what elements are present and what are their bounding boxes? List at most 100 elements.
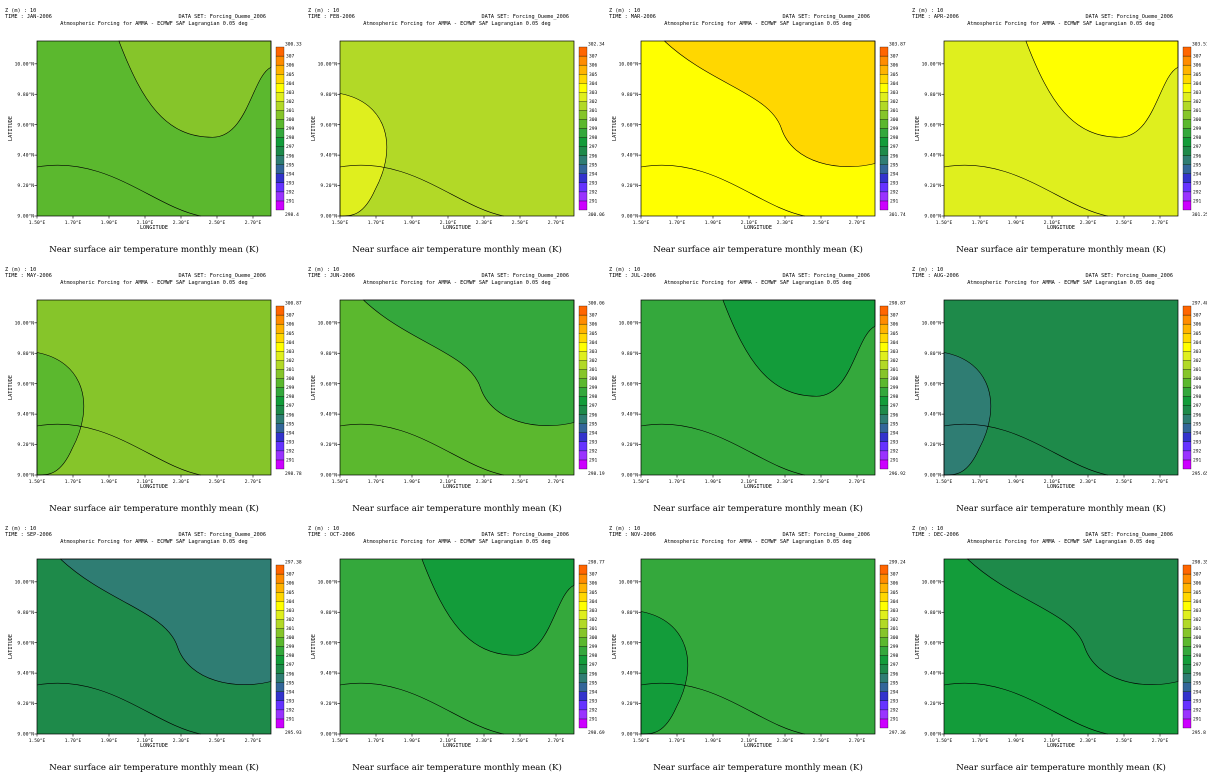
contour-line (339, 683, 504, 735)
time-label: TIME : JUL-2006 (609, 273, 656, 279)
colorbar-tick-label: 300 (286, 635, 295, 641)
x-tick-label: 2.30°E (777, 738, 794, 744)
x-tick-label: 1.90°E (705, 479, 722, 485)
colorbar-tick-label: 293 (1193, 180, 1202, 186)
y-tick-label: 9.40°N (320, 153, 337, 159)
colorbar-tick-label: 303 (286, 90, 295, 96)
colorbar-tick-label: 296 (1193, 153, 1202, 159)
y-axis-label: LATITUDE (311, 375, 317, 400)
forcing-label: Atmospheric Forcing for AMMA - ECMWF SAF… (363, 280, 550, 286)
temperature-map-panel: Z (m) : 10 TIME : JUL-2006 DATA SET: Forci… (608, 265, 908, 524)
plot-frame (36, 40, 272, 217)
colorbar-tick-label: 307 (890, 313, 899, 319)
x-axis-label: LONGITUDE (140, 743, 168, 749)
colorbar-tick-label: 292 (1193, 448, 1202, 454)
colorbar-tick-label: 303 (1193, 90, 1202, 96)
colorbar-tick-label: 304 (890, 81, 899, 87)
z-label: Z (m) : 10 (912, 526, 943, 532)
colorbar-tick-label: 300 (1193, 117, 1202, 123)
contour-region (118, 40, 272, 138)
x-tick-label: 2.70°E (548, 738, 565, 744)
x-tick-label: 2.70°E (548, 479, 565, 485)
max-value-label: 303.87 (889, 42, 906, 48)
x-tick-label: 1.90°E (1008, 738, 1025, 744)
colorbar-tick-label: 297 (589, 144, 598, 150)
x-axis-label: LONGITUDE (1047, 225, 1075, 231)
x-tick-label: 2.30°E (173, 220, 190, 226)
colorbar-segment (275, 369, 285, 379)
colorbar-segment (275, 637, 285, 647)
y-tick-label: 9.40°N (320, 671, 337, 677)
colorbar-segment (578, 137, 588, 147)
colorbar-segment (879, 323, 889, 334)
temperature-map-panel: Z (m) : 10 TIME : SEP-2006 DATA SET: Forci… (4, 524, 304, 783)
colorbar-tick-label: 294 (890, 171, 899, 177)
dataset-label: DATA SET: Forcing_Oueme_2006 (482, 532, 569, 538)
colorbar-segment (1182, 582, 1192, 593)
colorbar-tick-label: 294 (589, 430, 598, 436)
temperature-map-panel: Z (m) : 10 TIME : FEB-2006 DATA SET: Forci… (307, 6, 607, 265)
panel-caption: Near surface air temperature monthly mea… (352, 503, 562, 514)
colorbar-tick-label: 307 (589, 572, 598, 578)
colorbar-tick-label: 296 (286, 412, 295, 418)
colorbar-segment (578, 110, 588, 120)
y-axis-label: LATITUDE (8, 116, 14, 141)
colorbar-segment (1182, 709, 1192, 720)
colorbar-segment (275, 342, 285, 352)
colorbar-segment (275, 628, 285, 638)
colorbar-tick-label: 301 (890, 367, 899, 373)
colorbar-segment (1182, 137, 1192, 147)
colorbar-segment (1182, 351, 1192, 361)
y-tick-label: 9.60°N (621, 640, 638, 646)
y-tick-label: 9.00°N (320, 732, 337, 738)
x-tick-label: 1.90°E (705, 738, 722, 744)
dataset-label: DATA SET: Forcing_Oueme_2006 (179, 532, 266, 538)
x-axis-label: LONGITUDE (1047, 484, 1075, 490)
dataset-label: DATA SET: Forcing_Oueme_2006 (1086, 273, 1173, 279)
colorbar-segment (578, 191, 588, 202)
max-value-label: 298.87 (889, 301, 906, 307)
x-tick-label: 2.30°E (777, 220, 794, 226)
colorbar-tick-label: 291 (589, 199, 598, 205)
colorbar-tick-label: 306 (286, 63, 295, 69)
colorbar-segment (879, 564, 889, 575)
colorbar-tick-label: 297 (1193, 403, 1202, 409)
dataset-label: DATA SET: Forcing_Oueme_2006 (1086, 532, 1173, 538)
colorbar-tick-label: 291 (890, 717, 899, 723)
colorbar-tick-label: 291 (1193, 458, 1202, 464)
y-tick-label: 9.00°N (17, 732, 34, 738)
colorbar-segment (275, 387, 285, 397)
colorbar-tick-label: 297 (890, 144, 899, 150)
colorbar-segment (1182, 155, 1192, 165)
contour-line (36, 424, 201, 476)
colorbar-tick-label: 291 (589, 458, 598, 464)
z-label: Z (m) : 10 (912, 267, 943, 273)
plot-frame (943, 558, 1179, 735)
colorbar-tick-label: 294 (890, 430, 899, 436)
colorbar-segment (1182, 101, 1192, 111)
colorbar-segment (578, 619, 588, 629)
colorbar-tick-label: 307 (890, 54, 899, 60)
colorbar-segment (578, 682, 588, 692)
colorbar-tick-label: 294 (589, 171, 598, 177)
colorbar-tick-label: 293 (1193, 439, 1202, 445)
colorbar-segment (578, 673, 588, 683)
colorbar-tick-label: 296 (890, 153, 899, 159)
colorbar-tick-label: 305 (890, 331, 899, 337)
panel-caption: Near surface air temperature monthly mea… (352, 762, 562, 773)
colorbar-tick-label: 304 (286, 599, 295, 605)
colorbar-segment (578, 74, 588, 84)
colorbar-tick-label: 292 (890, 189, 899, 195)
colorbar-tick-label: 302 (589, 99, 598, 105)
colorbar-tick-label: 307 (1193, 54, 1202, 60)
time-label: TIME : SEP-2006 (5, 532, 52, 538)
y-tick-label: 9.00°N (621, 214, 638, 220)
colorbar-segment (1182, 646, 1192, 656)
x-tick-label: 2.10°E (1044, 220, 1061, 226)
min-value-label: 300.06 (588, 212, 605, 218)
contour-region (36, 352, 85, 476)
colorbar-tick-label: 299 (286, 644, 295, 650)
colorbar-tick-label: 298 (589, 135, 598, 141)
colorbar-segment (275, 432, 285, 442)
